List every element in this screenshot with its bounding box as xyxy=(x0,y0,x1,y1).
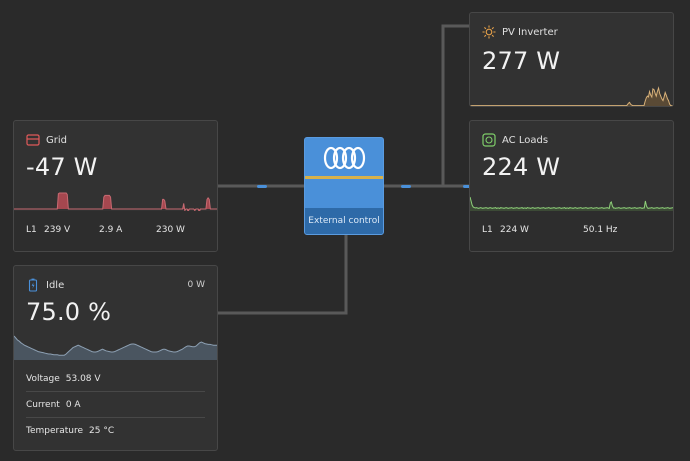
battery-temperature-label: Temperature xyxy=(26,426,84,436)
flow-dot-grid xyxy=(257,185,267,188)
grid-current: 2.9 A xyxy=(99,225,123,235)
pv-inverter-card[interactable]: PV Inverter 277 W xyxy=(469,12,674,107)
grid-card[interactable]: Grid -47 W L1 239 V 2.9 A 230 W xyxy=(13,120,218,252)
pv-power-value: 277 W xyxy=(482,47,561,75)
ac-phase-label: L1 xyxy=(482,225,493,235)
pv-inverter-title: PV Inverter xyxy=(502,27,558,38)
grid-voltage: 239 V xyxy=(44,225,71,235)
victron-logo-icon xyxy=(323,146,366,170)
ac-history-area xyxy=(470,197,673,212)
battery-current-value: 0 A xyxy=(65,400,81,410)
battery-state: Idle xyxy=(46,280,65,291)
battery-history-line xyxy=(14,335,217,356)
pv-history-sparkline xyxy=(470,86,673,106)
grid-history-line xyxy=(14,192,217,213)
ac-loads-icon xyxy=(482,133,496,147)
inverter-divider xyxy=(305,176,383,179)
inverter-mode-label: External control xyxy=(308,216,380,226)
battery-current-row: Current 0 A xyxy=(26,392,205,418)
grid-title: Grid xyxy=(46,135,67,146)
grid-phase-footer: L1 239 V 2.9 A 230 W xyxy=(14,211,217,251)
grid-phase-label: L1 xyxy=(26,225,37,235)
battery-history-sparkline xyxy=(14,335,217,360)
battery-current-label: Current xyxy=(26,400,60,410)
pv-history-line xyxy=(470,86,673,106)
battery-power: 0 W xyxy=(187,280,206,290)
grid-history-sparkline xyxy=(14,192,217,213)
ac-loads-title: AC Loads xyxy=(502,135,549,146)
ac-history-line xyxy=(470,196,673,210)
battery-voltage-label: Voltage xyxy=(26,374,60,384)
grid-history-area xyxy=(14,193,217,213)
inverter-charger-tile[interactable]: External control xyxy=(304,137,384,235)
sun-icon xyxy=(482,25,496,39)
ac-power-value: 224 W xyxy=(482,153,561,181)
battery-card[interactable]: Idle 0 W 75.0 % Voltage 53.08 V Current 0 … xyxy=(13,265,218,451)
grid-icon xyxy=(26,134,40,146)
ac-phase-power: 224 W xyxy=(500,225,529,235)
grid-power-value: -47 W xyxy=(26,153,98,181)
ac-frequency: 50.1 Hz xyxy=(583,225,618,235)
battery-voltage-row: Voltage 53.08 V xyxy=(26,366,205,392)
battery-history-area xyxy=(14,336,217,360)
battery-voltage-value: 53.08 V xyxy=(65,374,101,384)
battery-temperature-row: Temperature 25 °C xyxy=(26,418,205,444)
ac-phase-footer: L1 224 W 50.1 Hz xyxy=(470,211,673,251)
battery-soc-value: 75.0 % xyxy=(26,298,112,326)
battery-temperature-value: 25 °C xyxy=(89,426,115,436)
grid-phase-power: 230 W xyxy=(156,225,185,235)
wire-battery-inverter xyxy=(218,235,348,315)
ac-history-sparkline xyxy=(470,196,673,212)
inverter-mode-panel xyxy=(305,208,383,234)
flow-dot-ac-1 xyxy=(401,185,411,188)
pv-history-area xyxy=(470,88,673,106)
battery-icon xyxy=(28,278,38,292)
wire-pv-bus xyxy=(441,24,469,186)
ac-loads-card[interactable]: AC Loads 224 W L1 224 W 50.1 Hz xyxy=(469,120,674,252)
